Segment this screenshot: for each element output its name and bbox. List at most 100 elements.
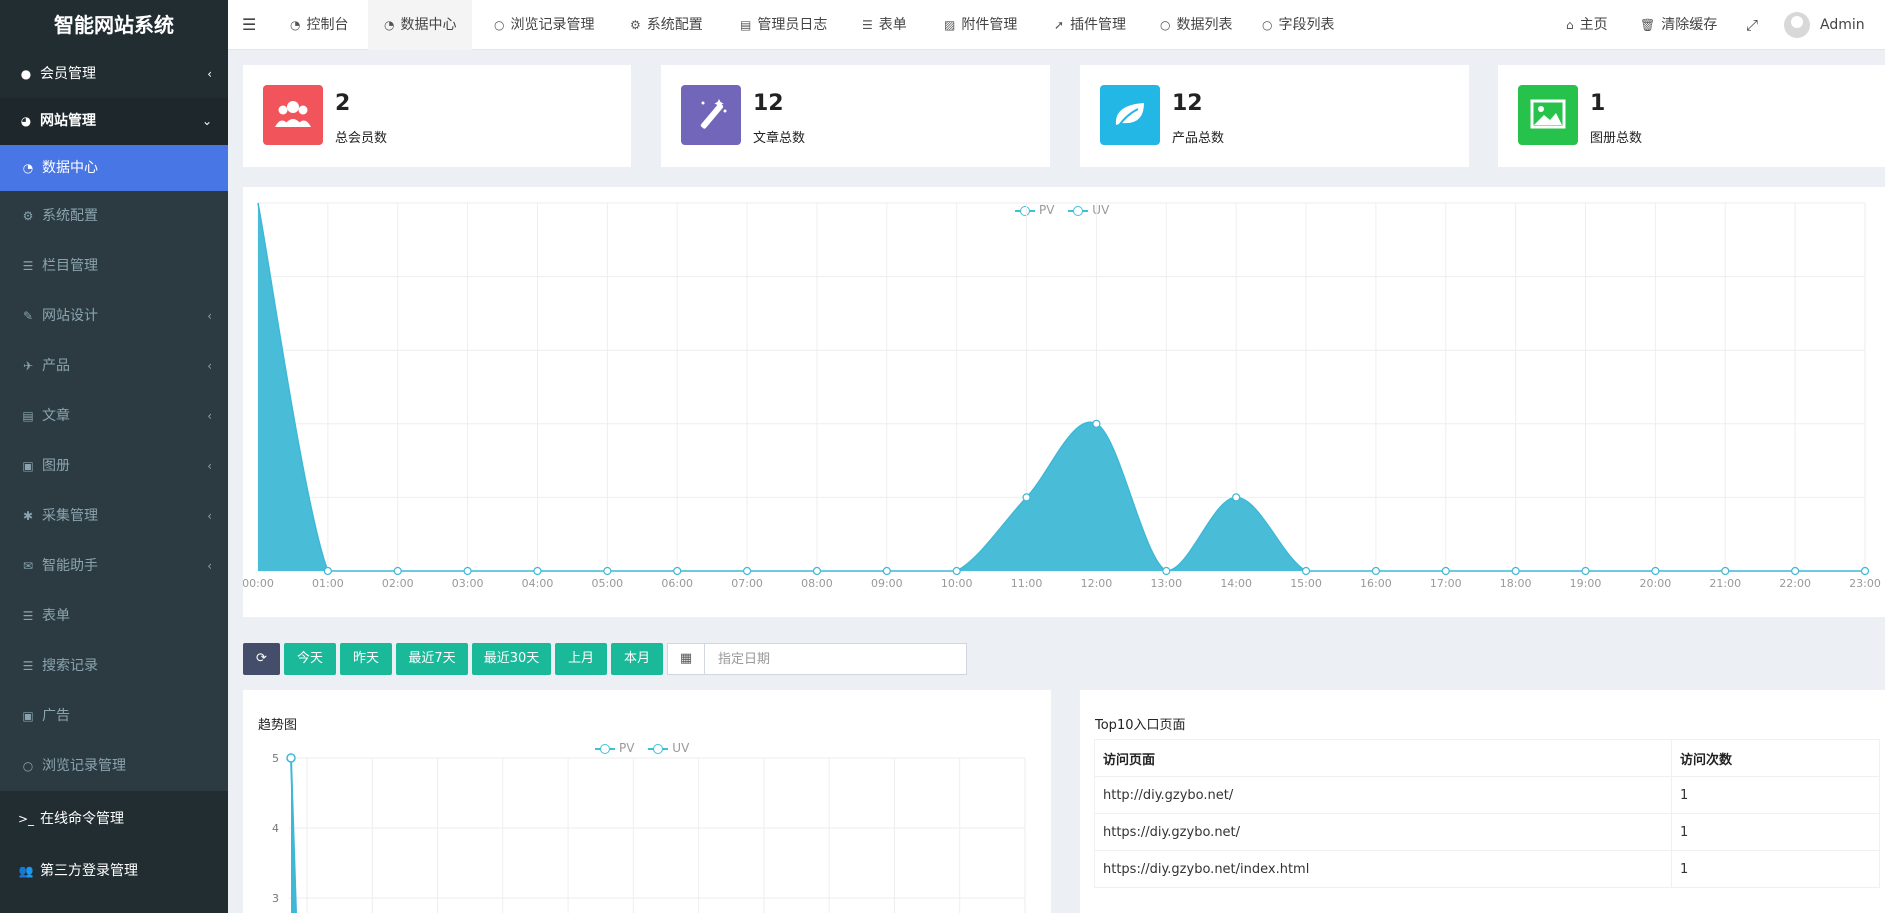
data-point: [952, 566, 961, 576]
cogs-icon: ⚙: [630, 18, 641, 32]
legend-item-uv[interactable]: UV: [648, 741, 689, 755]
x-tick-label: 04:00: [522, 577, 554, 590]
data-point: [1721, 566, 1730, 576]
data-point: [1092, 419, 1101, 428]
sidebar-item-label: 智能助手: [42, 558, 98, 574]
tab-data-list[interactable]: ○ 数据列表: [1160, 0, 1232, 50]
tab-field-list[interactable]: ○ 字段列表: [1262, 0, 1334, 50]
sidebar-item-form[interactable]: ☰ 表单: [0, 591, 228, 641]
legend-item-pv[interactable]: PV: [1015, 203, 1054, 217]
sidebar-item-datacenter[interactable]: ◔ 数据中心: [0, 145, 228, 191]
calendar-icon[interactable]: ▦: [668, 644, 705, 674]
sidebar-item-label: 广告: [42, 708, 70, 724]
sidebar-item-assistant[interactable]: ✉ 智能助手 ‹: [0, 541, 228, 591]
sidebar-item-collect[interactable]: ✱ 采集管理 ‹: [0, 491, 228, 541]
data-point: [673, 566, 682, 576]
user-menu[interactable]: Admin: [1784, 0, 1865, 50]
table-icon: ▤: [740, 18, 752, 32]
tab-sysconfig[interactable]: ⚙ 系统配置: [630, 0, 703, 50]
sidebar-item-label: 数据中心: [42, 160, 98, 176]
data-point: [1232, 493, 1241, 502]
sidebar-item-album[interactable]: ▣ 图册 ‹: [0, 441, 228, 491]
tab-datacenter[interactable]: ◔ 数据中心: [368, 0, 473, 50]
user-circle-icon: ●: [20, 67, 32, 81]
sidebar-submenu: ◔ 数据中心 ⚙ 系统配置 ☰ 栏目管理 ✎ 网站设计 ‹ ✈ 产品 ‹ ▤ 文章 ‹ ▣ 图…: [0, 145, 228, 791]
tab-form[interactable]: ☰ 表单: [862, 0, 907, 50]
home-icon: ⌂: [1566, 18, 1574, 32]
home-link[interactable]: ⌂ 主页: [1566, 0, 1608, 50]
tab-plugins[interactable]: ➚ 插件管理: [1054, 0, 1126, 50]
sidebar-item-browse-log[interactable]: ○ 浏览记录管理: [0, 741, 228, 791]
dashboard-icon: ◔: [22, 161, 34, 175]
data-point: [603, 566, 612, 576]
cell-page: https://diy.gzybo.net/: [1094, 813, 1672, 851]
sidebar-item-product[interactable]: ✈ 产品 ‹: [0, 341, 228, 391]
leaf-icon: [1100, 85, 1160, 145]
sidebar-item-label: 第三方登录管理: [40, 863, 138, 879]
tab-browse-log[interactable]: ○ 浏览记录管理: [494, 0, 594, 50]
sidebar-item-ads[interactable]: ▣ 广告: [0, 691, 228, 741]
sidebar-item-site[interactable]: ◕ 网站管理 ⌄: [0, 98, 228, 145]
tab-label: 字段列表: [1278, 17, 1335, 33]
filter-yesterday-button[interactable]: 昨天: [340, 643, 392, 675]
stat-label: 图册总数: [1590, 131, 1643, 146]
sidebar-item-member[interactable]: ● 会员管理 ‹: [0, 50, 228, 98]
sidebar-item-label: 图册: [42, 458, 70, 474]
sidebar-item-columns[interactable]: ☰ 栏目管理: [0, 241, 228, 291]
circle-icon: ○: [1262, 18, 1273, 32]
stat-card-albums: 1 图册总数: [1498, 65, 1885, 167]
sidebar-toggle-icon[interactable]: ☰: [242, 15, 257, 34]
data-point: [1511, 566, 1520, 576]
sidebar-item-label: 采集管理: [42, 508, 98, 524]
trash-icon: 🗑: [1640, 18, 1656, 32]
refresh-button[interactable]: ⟳: [243, 643, 280, 675]
circle-icon: ○: [494, 18, 505, 32]
filter-today-button[interactable]: 今天: [284, 643, 336, 675]
x-tick-label: 01:00: [312, 577, 344, 590]
tab-console[interactable]: ◔ 控制台: [290, 0, 348, 50]
legend-item-pv[interactable]: PV: [595, 741, 634, 755]
stat-label: 文章总数: [753, 131, 806, 146]
chart-legend: PV UV: [1015, 203, 1119, 217]
sidebar-item-article[interactable]: ▤ 文章 ‹: [0, 391, 228, 441]
date-input[interactable]: [706, 644, 966, 674]
x-tick-label: 06:00: [661, 577, 693, 590]
sidebar-item-label: 网站管理: [40, 113, 96, 129]
legend-marker: [1015, 205, 1035, 216]
table-row: https://diy.gzybo.net/index.html 1: [1094, 850, 1880, 888]
legend-marker: [648, 743, 669, 754]
sidebar-item-design[interactable]: ✎ 网站设计 ‹: [0, 291, 228, 341]
x-tick-label: 02:00: [382, 577, 414, 590]
topbar: ☰ ◔ 控制台 ◔ 数据中心 ○ 浏览记录管理 ⚙ 系统配置 ▤ 管理员日志 ☰ 表单 ▨ 附…: [228, 0, 1885, 50]
legend-label: UV: [672, 741, 690, 755]
legend-marker: [1068, 205, 1089, 216]
filter-this-month-button[interactable]: 本月: [611, 643, 663, 675]
dashboard-icon: ◔: [384, 18, 395, 32]
file-image-icon: ▨: [944, 18, 956, 32]
bug-icon: ✱: [22, 509, 34, 523]
sidebar-item-command[interactable]: >_ 在线命令管理: [0, 791, 228, 847]
tab-label: 表单: [878, 17, 907, 33]
sidebar-item-label: 在线命令管理: [40, 811, 124, 827]
x-tick-label: 03:00: [452, 577, 484, 590]
sidebar-item-sysconfig[interactable]: ⚙ 系统配置: [0, 191, 228, 241]
sidebar-item-oauth[interactable]: 👥 第三方登录管理: [0, 847, 228, 895]
tab-label: 数据中心: [400, 17, 457, 33]
circle-icon: ○: [1160, 18, 1171, 32]
x-tick-label: 16:00: [1360, 577, 1392, 590]
chevron-left-icon: ‹: [207, 359, 212, 373]
column-header-page: 访问页面: [1094, 739, 1672, 777]
fullscreen-icon[interactable]: ⤢: [1746, 16, 1759, 34]
rocket-icon: ➚: [1054, 18, 1065, 32]
chevron-left-icon: ‹: [207, 409, 212, 423]
data-point: [812, 566, 822, 576]
sidebar-item-search-log[interactable]: ☰ 搜索记录: [0, 641, 228, 691]
filter-last-month-button[interactable]: 上月: [555, 643, 607, 675]
tab-attachments[interactable]: ▨ 附件管理: [944, 0, 1017, 50]
filter-30days-button[interactable]: 最近30天: [472, 643, 551, 675]
clear-cache-button[interactable]: 🗑 清除缓存: [1640, 0, 1717, 50]
filter-7days-button[interactable]: 最近7天: [396, 643, 468, 675]
data-point: [1162, 566, 1171, 576]
table-header-row: 访问页面 访问次数: [1094, 739, 1880, 777]
tab-admin-log[interactable]: ▤ 管理员日志: [740, 0, 827, 50]
